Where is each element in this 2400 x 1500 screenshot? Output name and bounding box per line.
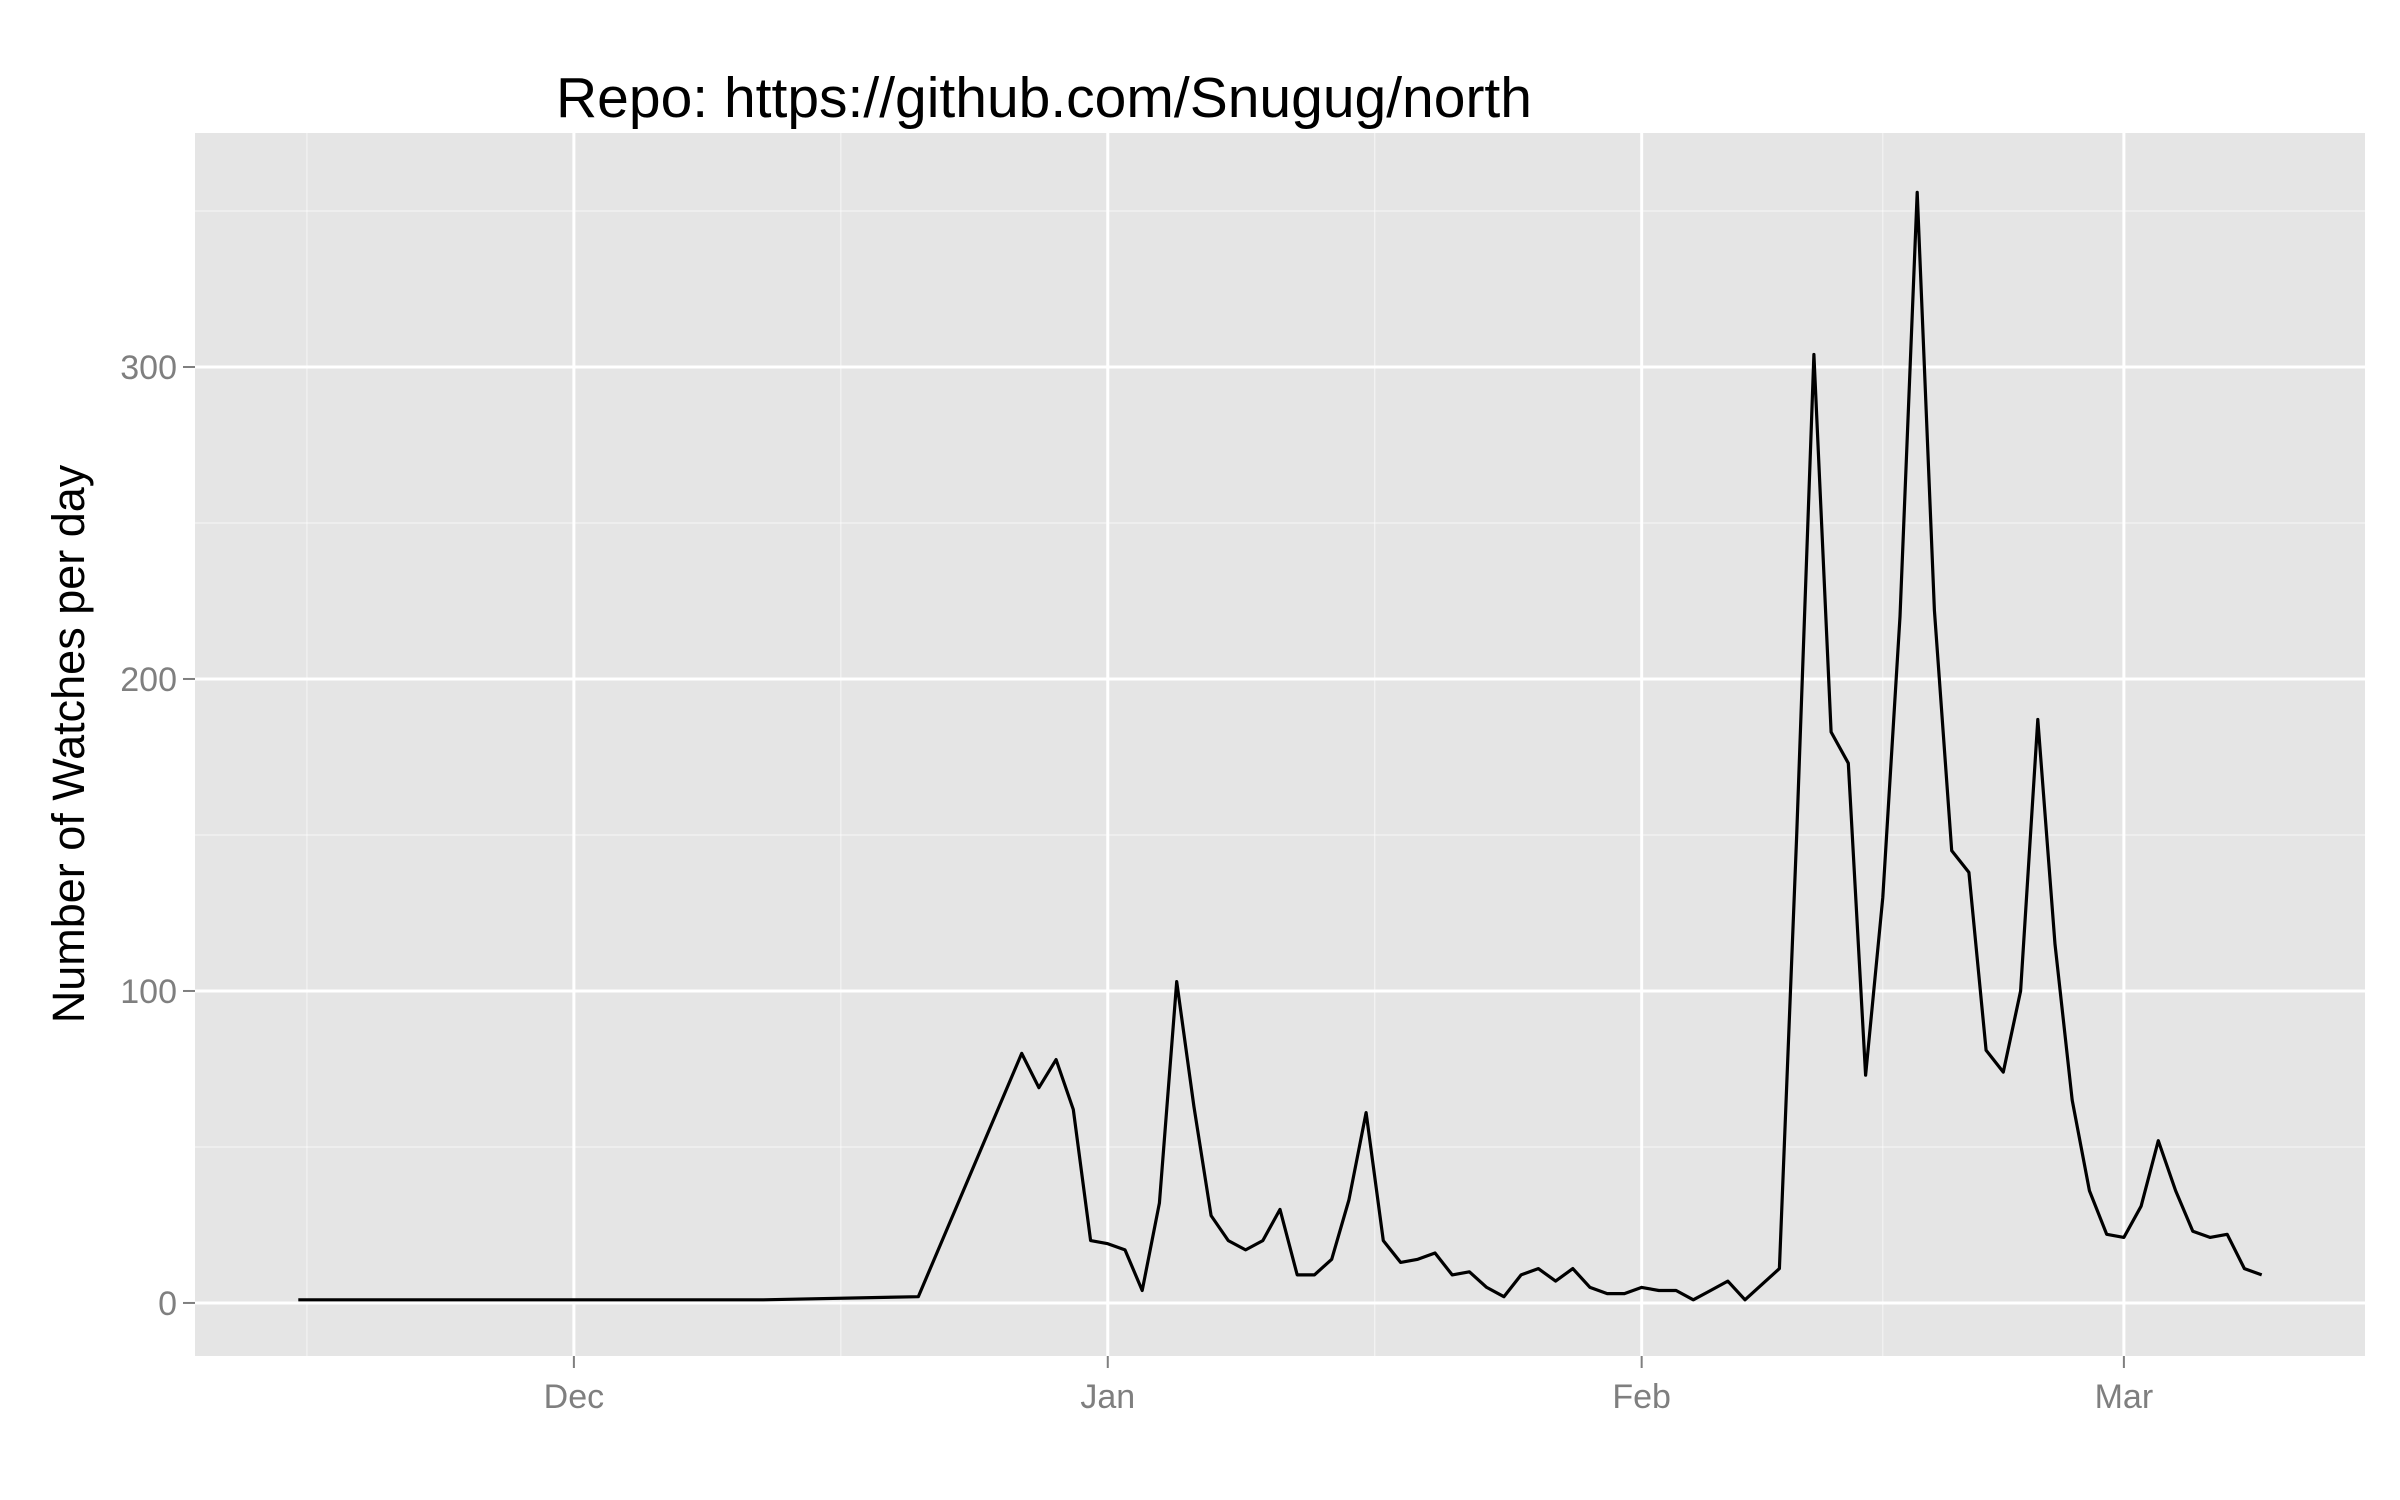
series-line: [298, 190, 2263, 1302]
x-tick-label: Dec: [544, 1378, 604, 1416]
minor-grid: [195, 133, 2365, 1356]
y-tick-label: 100: [120, 973, 177, 1011]
x-tick-label: Feb: [1612, 1378, 1671, 1416]
plot-panel: [195, 133, 2365, 1356]
y-axis: 0 100 200 300: [120, 349, 195, 1323]
chart-title: Repo: https://github.com/Snugug/north: [556, 66, 1532, 130]
y-tick-label: 300: [120, 349, 177, 387]
y-tick-label: 200: [120, 661, 177, 699]
major-grid: [195, 133, 2365, 1356]
x-tick-label: Jan: [1080, 1378, 1135, 1416]
x-tick-label: Mar: [2095, 1378, 2154, 1416]
y-axis-title: Number of Watches per day: [43, 464, 94, 1023]
y-tick-label: 0: [158, 1285, 177, 1323]
x-axis: Dec Jan Feb Mar: [544, 1356, 2154, 1416]
